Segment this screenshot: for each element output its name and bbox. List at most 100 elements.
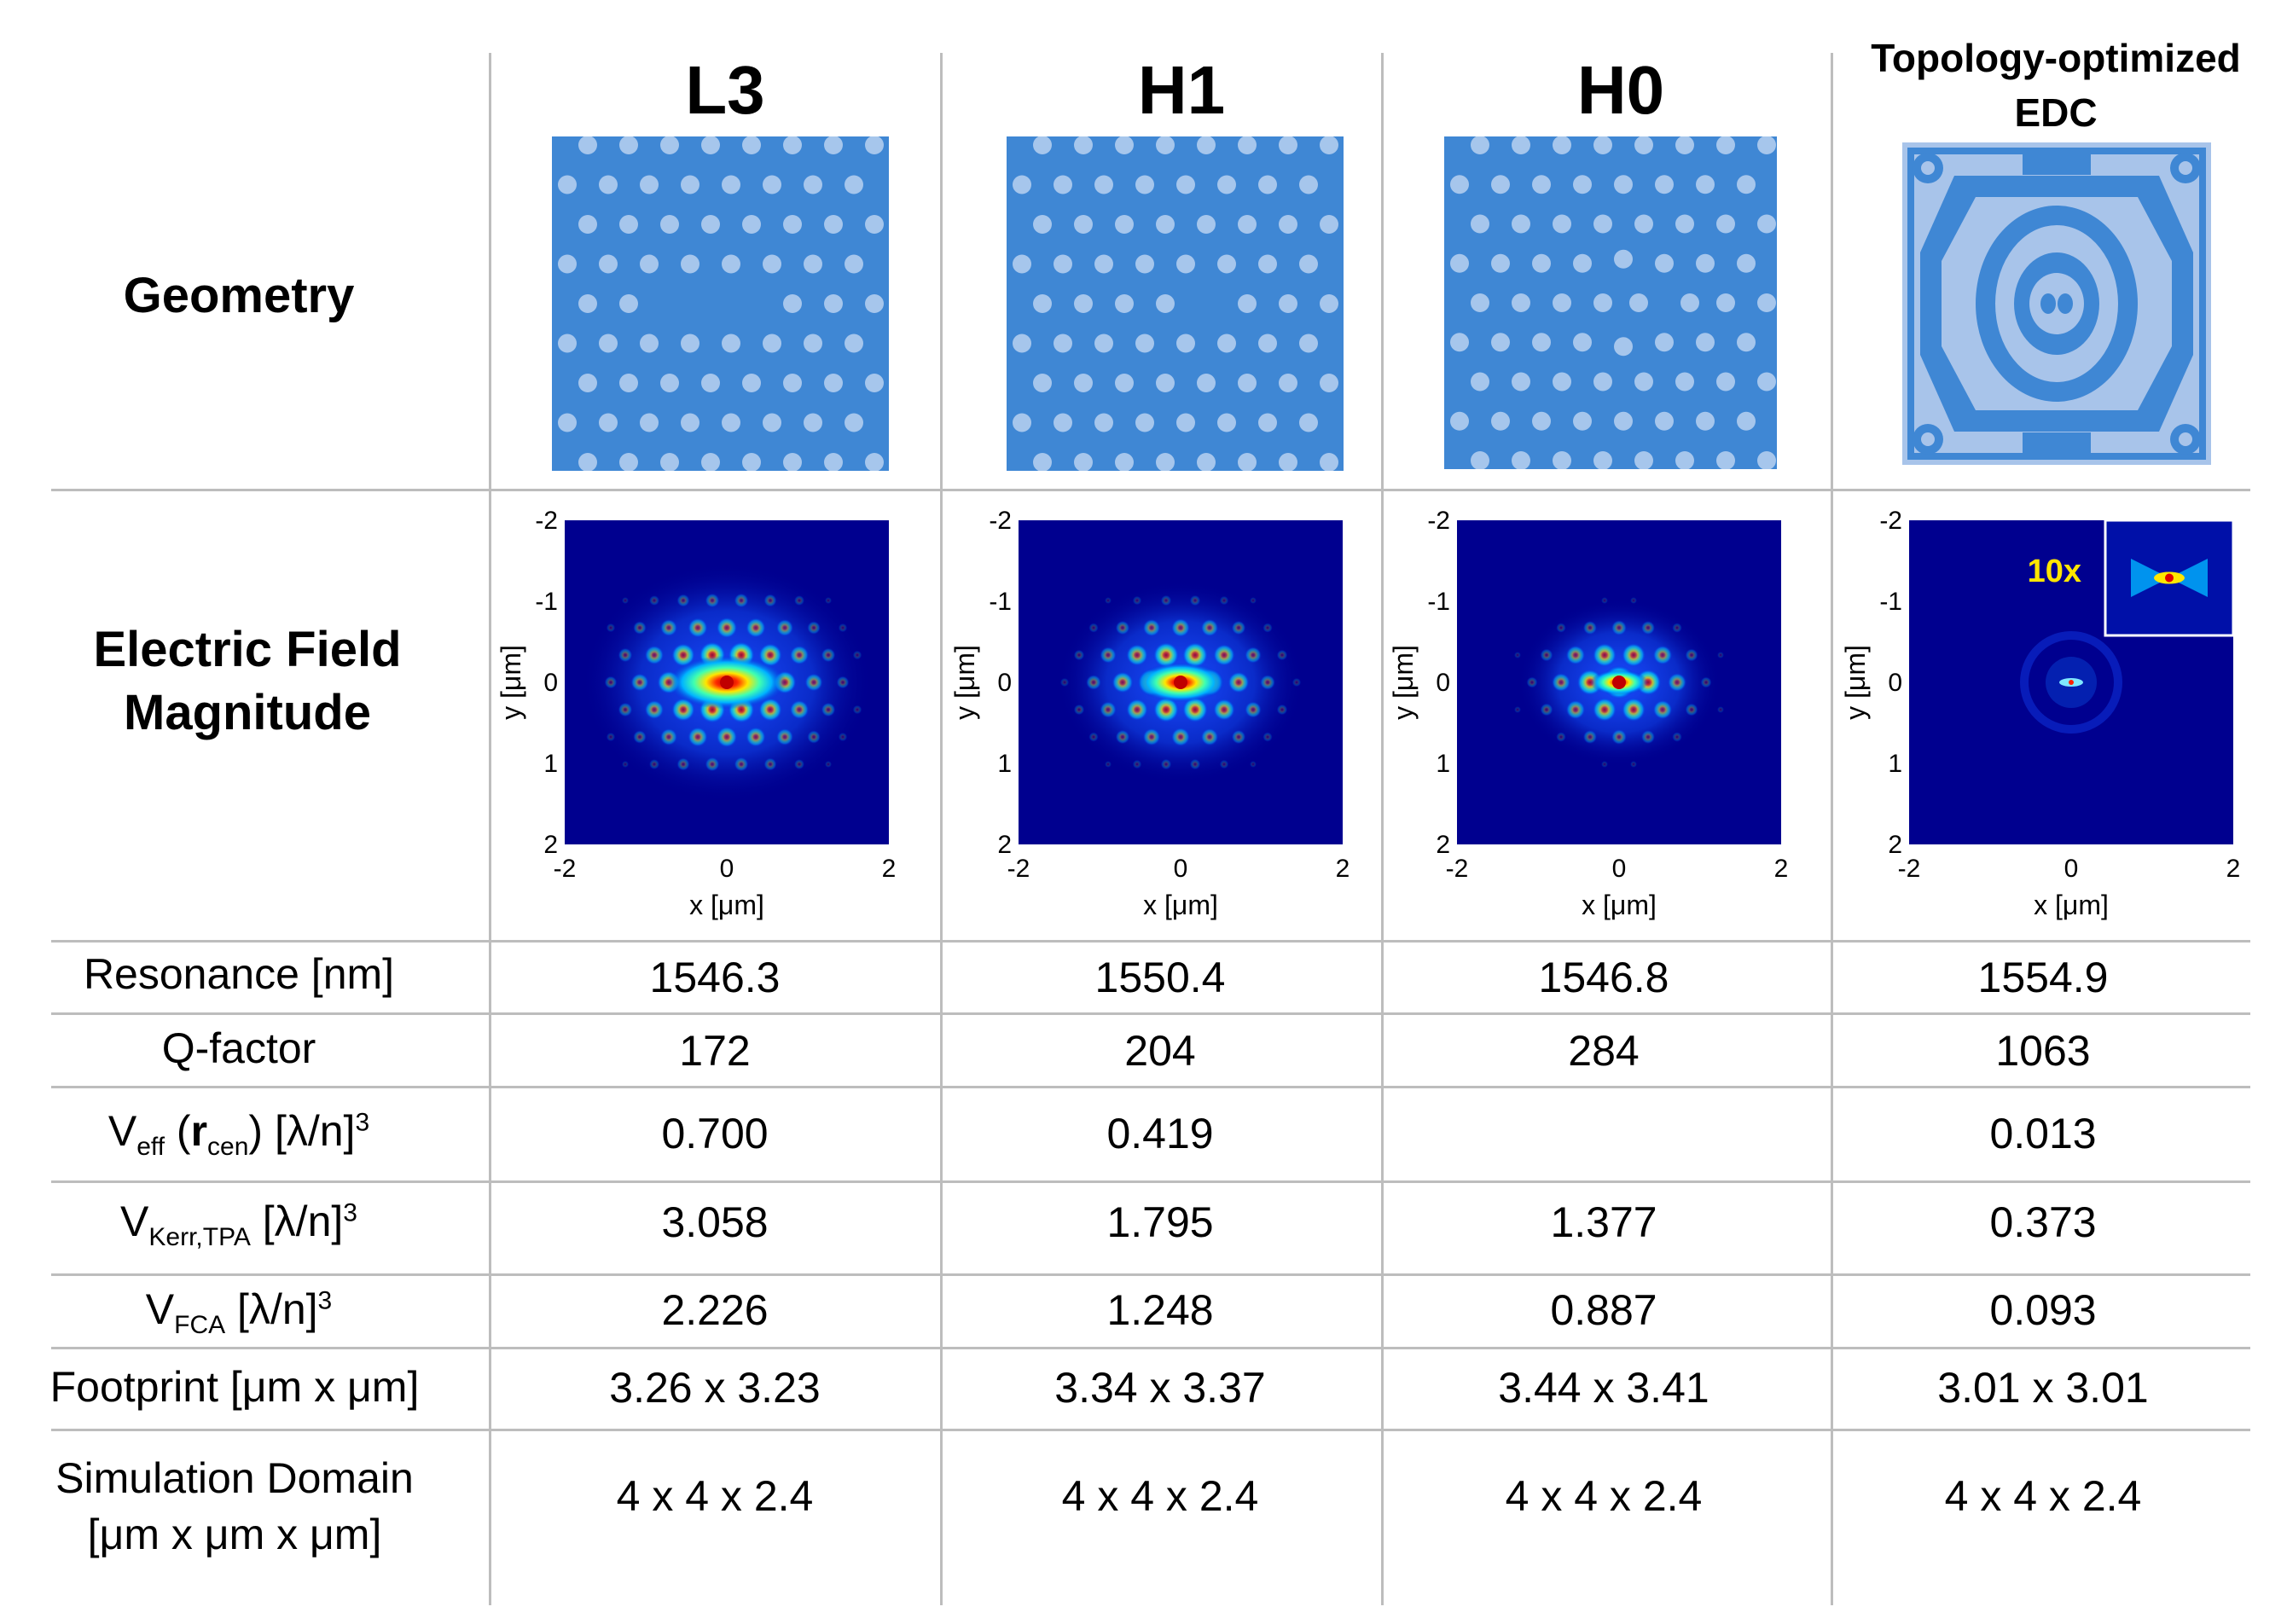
- cell-vkerr: 3.058: [661, 1198, 769, 1246]
- cell-q: 284: [1568, 1027, 1640, 1075]
- air-hole: [1634, 214, 1653, 234]
- geometry-edc: [1902, 142, 2211, 465]
- air-hole: [1573, 411, 1592, 431]
- cell-footprint: 3.34 x 3.37: [1054, 1364, 1266, 1412]
- air-hole: [804, 413, 822, 432]
- air-hole: [640, 334, 659, 353]
- air-hole: [1532, 411, 1551, 431]
- grid-line: [51, 1086, 2250, 1088]
- air-hole: [865, 136, 884, 154]
- air-hole: [1634, 451, 1653, 469]
- air-hole: [1115, 374, 1134, 392]
- air-hole: [722, 175, 740, 194]
- air-hole: [1074, 294, 1093, 313]
- air-hole: [1033, 215, 1052, 234]
- header-l3: L3: [685, 52, 765, 128]
- air-hole: [619, 136, 638, 154]
- air-hole: [1450, 333, 1469, 352]
- air-hole: [619, 374, 638, 392]
- air-hole: [1573, 333, 1592, 352]
- grid-line: [489, 53, 491, 1605]
- air-hole: [1696, 411, 1715, 431]
- air-hole: [824, 136, 843, 154]
- air-hole: [1217, 254, 1236, 274]
- air-hole: [1716, 372, 1735, 392]
- grid-line: [51, 1347, 2250, 1349]
- air-hole: [1320, 374, 1338, 392]
- air-hole: [804, 175, 822, 194]
- air-hole: [1299, 175, 1318, 194]
- air-hole: [1471, 136, 1489, 154]
- cell-resonance: 1550.4: [1094, 954, 1226, 1001]
- air-hole: [824, 453, 843, 471]
- air-hole: [1757, 214, 1776, 234]
- air-hole: [763, 175, 781, 194]
- air-hole: [1675, 451, 1694, 469]
- air-hole: [1593, 214, 1612, 234]
- air-hole: [660, 374, 679, 392]
- air-hole: [1634, 372, 1653, 392]
- air-hole: [1320, 215, 1338, 234]
- air-hole: [1757, 136, 1776, 154]
- x-tick-label: 2: [2226, 855, 2241, 883]
- air-hole: [1054, 413, 1072, 432]
- y-tick-label: 2: [1888, 831, 1902, 859]
- geometry-h0: [1444, 136, 1777, 469]
- air-hole: [660, 136, 679, 154]
- air-hole: [1450, 175, 1469, 194]
- air-hole: [599, 254, 618, 274]
- air-hole: [1074, 453, 1093, 471]
- air-hole: [865, 294, 884, 313]
- air-hole: [1634, 136, 1653, 154]
- air-hole: [1054, 175, 1072, 194]
- air-hole: [599, 175, 618, 194]
- air-hole: [1197, 453, 1216, 471]
- air-hole: [1675, 136, 1694, 154]
- air-hole: [1716, 214, 1735, 234]
- air-hole: [1094, 334, 1113, 353]
- air-hole: [742, 374, 761, 392]
- x-tick-label: 0: [1612, 855, 1627, 883]
- y-tick-label: -1: [989, 588, 1012, 616]
- air-hole: [1696, 175, 1715, 194]
- air-hole: [1737, 175, 1756, 194]
- air-hole: [1320, 136, 1338, 154]
- grid-line: [51, 940, 2250, 942]
- air-hole: [804, 254, 822, 274]
- air-hole: [1238, 453, 1257, 471]
- air-hole: [1074, 374, 1093, 392]
- air-hole: [1553, 372, 1571, 392]
- cell-veff: 0.700: [661, 1110, 769, 1157]
- grid-line: [1831, 53, 1833, 1605]
- cell-footprint: 3.44 x 3.41: [1498, 1364, 1709, 1412]
- air-hole: [763, 334, 781, 353]
- y-tick-label: -2: [1427, 507, 1450, 535]
- air-hole: [578, 453, 597, 471]
- air-hole: [1258, 254, 1277, 274]
- air-hole: [1757, 372, 1776, 392]
- air-hole: [1553, 136, 1571, 154]
- air-hole: [1238, 136, 1257, 154]
- air-hole: [1614, 411, 1633, 431]
- air-hole: [1737, 333, 1756, 352]
- air-hole: [1156, 294, 1175, 313]
- air-hole: [1512, 451, 1530, 469]
- air-hole: [1033, 136, 1052, 154]
- air-hole: [1238, 215, 1257, 234]
- air-hole: [1716, 136, 1735, 154]
- air-hole: [1094, 175, 1113, 194]
- x-axis-label: x [μm]: [689, 890, 764, 920]
- air-hole: [1238, 374, 1257, 392]
- air-hole: [701, 453, 720, 471]
- y-tick-label: -1: [535, 588, 558, 616]
- cell-q: 1063: [1995, 1027, 2091, 1075]
- air-hole: [742, 215, 761, 234]
- air-hole: [681, 175, 699, 194]
- air-hole: [1471, 451, 1489, 469]
- air-hole: [1197, 374, 1216, 392]
- air-hole: [1593, 372, 1612, 392]
- air-hole: [1737, 253, 1756, 273]
- air-hole: [640, 254, 659, 274]
